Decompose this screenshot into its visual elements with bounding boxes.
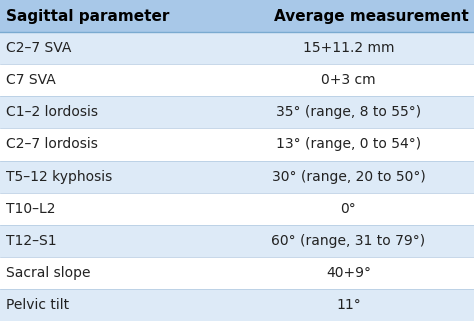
Text: Average measurement: Average measurement [273, 9, 468, 23]
Text: T10–L2: T10–L2 [6, 202, 55, 216]
Text: Sacral slope: Sacral slope [6, 266, 90, 280]
Text: Sagittal parameter: Sagittal parameter [6, 9, 169, 23]
Text: C2–7 lordosis: C2–7 lordosis [6, 137, 98, 152]
Bar [0, 96, 474, 128]
Bar [0, 289, 474, 321]
Text: C7 SVA: C7 SVA [6, 73, 55, 87]
Text: 15+11.2 mm: 15+11.2 mm [302, 41, 394, 55]
Bar [0, 225, 474, 257]
Text: 13° (range, 0 to 54°): 13° (range, 0 to 54°) [276, 137, 421, 152]
Text: 40+9°: 40+9° [326, 266, 371, 280]
Text: 60° (range, 31 to 79°): 60° (range, 31 to 79°) [271, 234, 426, 248]
Text: 0°: 0° [340, 202, 356, 216]
Bar [0, 193, 474, 225]
Text: C2–7 SVA: C2–7 SVA [6, 41, 71, 55]
Text: C1–2 lordosis: C1–2 lordosis [6, 105, 98, 119]
Text: 0+3 cm: 0+3 cm [321, 73, 376, 87]
Bar [0, 160, 474, 193]
Text: T5–12 kyphosis: T5–12 kyphosis [6, 169, 112, 184]
Text: 30° (range, 20 to 50°): 30° (range, 20 to 50°) [272, 169, 425, 184]
Text: T12–S1: T12–S1 [6, 234, 56, 248]
Text: Pelvic tilt: Pelvic tilt [6, 298, 69, 312]
Bar [0, 0, 474, 32]
Bar [0, 64, 474, 96]
Text: 35° (range, 8 to 55°): 35° (range, 8 to 55°) [276, 105, 421, 119]
Bar [0, 32, 474, 64]
Bar [0, 128, 474, 160]
Text: 11°: 11° [336, 298, 361, 312]
Bar [0, 257, 474, 289]
